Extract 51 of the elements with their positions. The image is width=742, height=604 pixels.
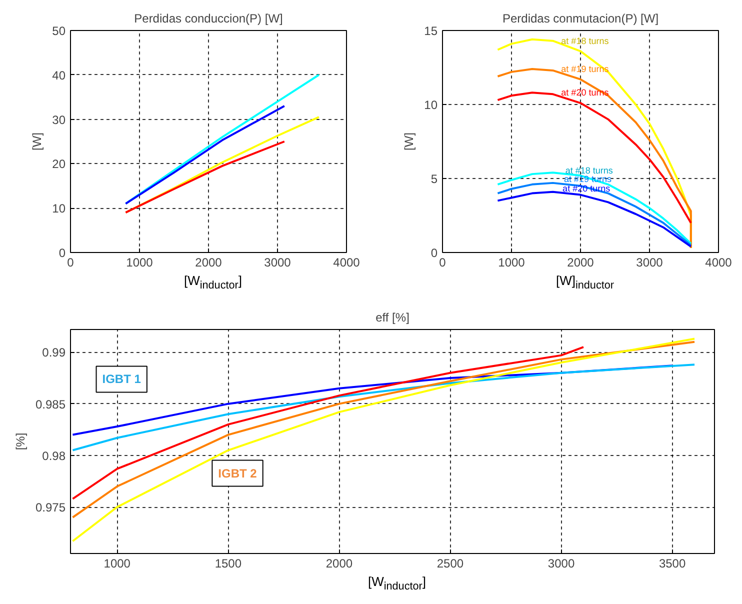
line-series (124, 74, 320, 205)
y-axis-title: [W] (30, 132, 44, 150)
y-tick-label: 0.975 (35, 500, 66, 515)
y-tick-label: 5 (430, 172, 438, 186)
x-axis-title: [W$_{inductor}$] (368, 573, 426, 595)
annotation: IGBT 1 (102, 372, 142, 386)
chart-title: Perdidas conduccion(P) [W] (134, 12, 283, 26)
x-tick-label: 1500 (214, 556, 242, 570)
x-tick-label: 2000 (567, 256, 594, 270)
x-tick-label: 4000 (333, 256, 360, 270)
x-tick-label: 2000 (326, 556, 353, 570)
x-tick-label: 2000 (195, 256, 222, 270)
line-series (496, 182, 692, 246)
x-tick-label: 1000 (104, 556, 131, 570)
line-series (72, 346, 584, 500)
chart-title: eff [%] (376, 310, 410, 324)
line-series (72, 364, 674, 436)
line-series (124, 140, 286, 214)
y-axis-title: [%] (13, 432, 28, 450)
annotation: IGBT 2 (218, 466, 258, 480)
x-tick-label: 3000 (548, 556, 575, 570)
annotation: at #18 turns (565, 165, 614, 176)
x-tick-label: 4000 (705, 256, 732, 270)
x-tick-label: 1000 (498, 256, 526, 270)
y-axis-title: [W] (402, 132, 416, 150)
y-tick-label: 0.985 (35, 397, 66, 412)
x-axis-title: [W]$_{inductor}$ (556, 272, 614, 294)
line-series (124, 104, 286, 205)
y-tick-label: 0 (430, 246, 438, 260)
x-tick-label: 0 (439, 256, 446, 270)
x-axis-title: [W$_{inductor}$] (184, 272, 242, 294)
y-tick-label: 0.98 (42, 448, 66, 463)
x-tick-label: 3000 (264, 256, 292, 270)
line-series (72, 364, 696, 452)
x-tick-label: 1000 (126, 256, 154, 270)
y-tick-label: 30 (52, 112, 66, 127)
y-tick-label: 0.99 (42, 346, 66, 360)
x-tick-label: 0 (67, 256, 74, 270)
y-tick-label: 20 (52, 157, 66, 172)
x-tick-label: 2500 (436, 556, 464, 570)
y-tick-label: 10 (52, 202, 66, 216)
y-tick-label: 0 (58, 246, 66, 260)
y-tick-label: 40 (52, 68, 66, 82)
y-tick-label: 50 (52, 24, 66, 38)
x-tick-label: 3500 (658, 556, 686, 570)
line-series (496, 190, 692, 248)
y-tick-label: 15 (424, 24, 438, 38)
annotation: at #18 turns (561, 36, 610, 46)
chart-title: Perdidas conmutacion(P) [W] (502, 12, 659, 26)
y-tick-label: 10 (424, 98, 438, 112)
x-tick-label: 3000 (636, 256, 664, 270)
